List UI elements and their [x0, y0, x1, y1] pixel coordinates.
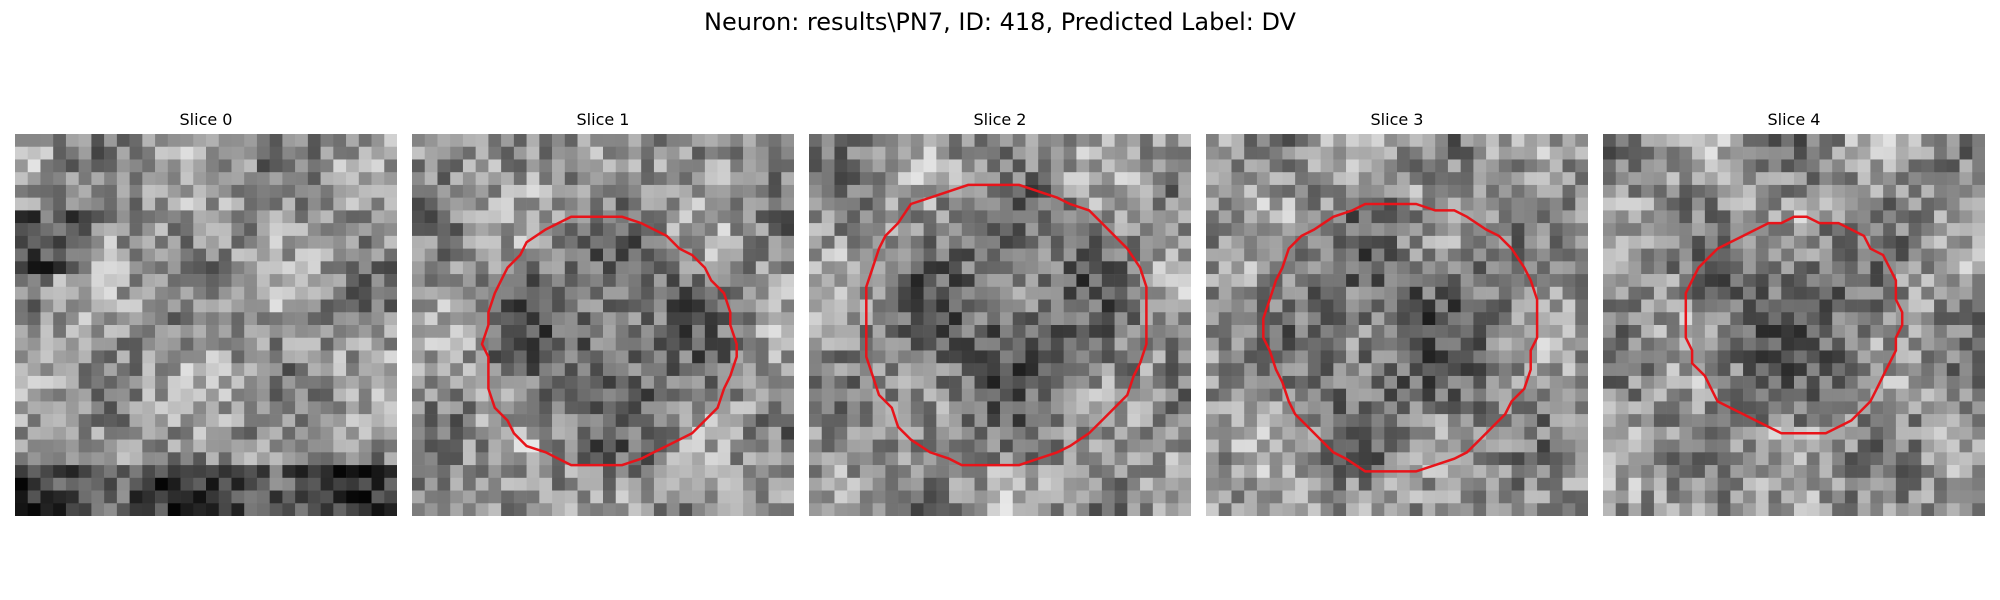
slice-1-contour	[480, 215, 738, 467]
panel-title-slice-0: Slice 0	[179, 110, 233, 129]
panel-title-slice-1: Slice 1	[576, 110, 630, 129]
slice-3-contour	[1262, 202, 1539, 473]
slice-4-image	[1603, 134, 1985, 516]
slice-2-image	[809, 134, 1191, 516]
slice-0-image	[15, 134, 397, 516]
panel-title-slice-4: Slice 4	[1767, 110, 1821, 129]
slice-3-image	[1206, 134, 1588, 516]
panel-title-slice-2: Slice 2	[973, 110, 1027, 129]
slice-4-contour	[1684, 215, 1904, 435]
figure-title: Neuron: results\PN7, ID: 418, Predicted …	[704, 8, 1296, 36]
panel-title-slice-3: Slice 3	[1370, 110, 1424, 129]
slice-2-contour	[865, 183, 1148, 467]
slice-1-image	[412, 134, 794, 516]
